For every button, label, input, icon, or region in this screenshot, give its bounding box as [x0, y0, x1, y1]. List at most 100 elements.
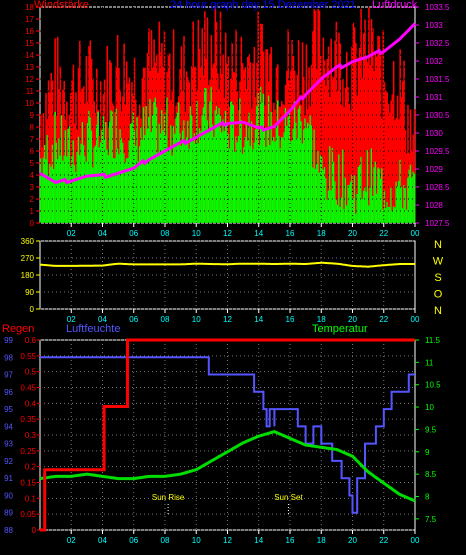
wind-tick-label: 12 [25, 75, 34, 84]
gust-bar [291, 39, 293, 223]
wind-bar [253, 142, 256, 223]
gust-bar [391, 94, 394, 223]
x-tick-label: 16 [286, 536, 295, 545]
wind-tick-label: 2 [30, 195, 35, 204]
wind-bar [234, 151, 236, 223]
wind-bar [204, 88, 206, 224]
wind-bar [144, 135, 146, 223]
gust-bar [392, 61, 395, 223]
gust-bar [243, 70, 245, 223]
x-tick-label: 06 [129, 315, 138, 324]
x-tick-label: 08 [161, 315, 170, 324]
x-tick-label: 08 [161, 536, 170, 545]
wind-bar [62, 160, 64, 223]
gust-bar [206, 17, 209, 224]
wind-bar [342, 149, 344, 223]
gust-bar [63, 80, 66, 223]
wind-bar [68, 126, 71, 223]
gust-bar [369, 65, 372, 224]
wind-bar [66, 156, 68, 223]
wind-bar [283, 132, 286, 223]
direction-tick-label: 90 [25, 288, 34, 297]
wind-tick-label: 17 [25, 15, 34, 24]
wind-bar [53, 169, 55, 223]
wind-bar [276, 100, 279, 223]
wind-bar [220, 132, 223, 223]
x-tick-label: 20 [348, 536, 357, 545]
rain-tick-label: 0.05 [20, 510, 36, 519]
wind-bar [368, 205, 370, 223]
rain-axis: 0 0.05 0.1 0.15 0.2 0.25 0.3 0.35 0.4 0.45 0.5 0.55… [20, 336, 40, 535]
wind-bar [231, 101, 234, 223]
wind-bar [407, 177, 409, 223]
humidity-line [40, 356, 415, 514]
wind-bar [321, 157, 323, 223]
humidity-tick-label: 92 [4, 457, 13, 466]
wind-bar [412, 171, 414, 223]
gust-bar [388, 112, 391, 223]
gust-bar [339, 42, 342, 224]
wind-bar [129, 123, 132, 223]
wind-bar [56, 159, 59, 223]
wind-bar [273, 136, 275, 223]
wind-bar [247, 140, 249, 223]
wind-bar [181, 130, 184, 223]
wind-bar [394, 207, 396, 223]
wind-bar [111, 111, 114, 223]
wind-tick-label: 3 [30, 183, 35, 192]
gust-bar [62, 89, 64, 223]
gust-bar [407, 104, 409, 223]
temperature-tick-label: 7.5 [425, 515, 437, 524]
wind-bar [109, 121, 111, 223]
gust-bar [374, 53, 377, 223]
wind-bar [332, 161, 335, 223]
wind-grid-group [40, 6, 415, 224]
wind-bar [165, 134, 167, 223]
pressure-right-axis: 1027.5 1028 1028.5 1029 1029.5 1030 1030.5 1031… [415, 3, 450, 228]
wind-bar [158, 123, 161, 223]
gust-bar [313, 9, 316, 223]
humidity-tick-label: 96 [4, 388, 13, 397]
gust-bar [353, 27, 356, 223]
humidity-tick-label: 93 [4, 440, 13, 449]
gust-bar [356, 95, 359, 223]
wind-bar [187, 120, 189, 223]
wind-bar [286, 126, 288, 223]
x-tick-label: 14 [254, 536, 263, 545]
x-tick-label: 20 [348, 229, 357, 238]
gust-bar [351, 46, 353, 224]
gust-bar [45, 92, 47, 223]
gust-bar [373, 71, 375, 223]
wind-bars-group [40, 7, 416, 224]
wind-bar [178, 102, 180, 223]
wind-tick-label: 0 [30, 219, 35, 228]
wind-bar [330, 190, 332, 223]
wind-bar [382, 209, 385, 223]
temperature-tick-label: 10 [425, 403, 434, 412]
gust-bar [323, 60, 326, 224]
pressure-tick-label: 1032 [425, 57, 443, 66]
wind-bar [237, 135, 240, 223]
gust-bar [150, 29, 153, 224]
pressure-tick-label: 1029 [425, 165, 443, 174]
wind-bar [170, 125, 172, 223]
gust-bar [325, 85, 327, 224]
direction-left-axis: 0 90 180 270 360 [21, 237, 40, 314]
gust-bar [69, 93, 72, 223]
gust-bar [314, 10, 317, 224]
wind-bar [163, 113, 166, 223]
gust-bar [326, 59, 329, 223]
wind-bar [395, 181, 398, 223]
gust-bar [79, 40, 81, 223]
wind-bar [396, 186, 399, 223]
wind-bar [101, 129, 103, 223]
wind-bar [314, 168, 317, 223]
gust-bar [338, 32, 340, 224]
gust-bar [192, 21, 194, 223]
wind-bar [49, 163, 51, 223]
wind-bar [323, 167, 326, 223]
wind-bar [405, 209, 408, 223]
gust-bar [345, 51, 348, 224]
wind-bar [378, 168, 381, 223]
x-tick-label: 10 [192, 315, 201, 324]
